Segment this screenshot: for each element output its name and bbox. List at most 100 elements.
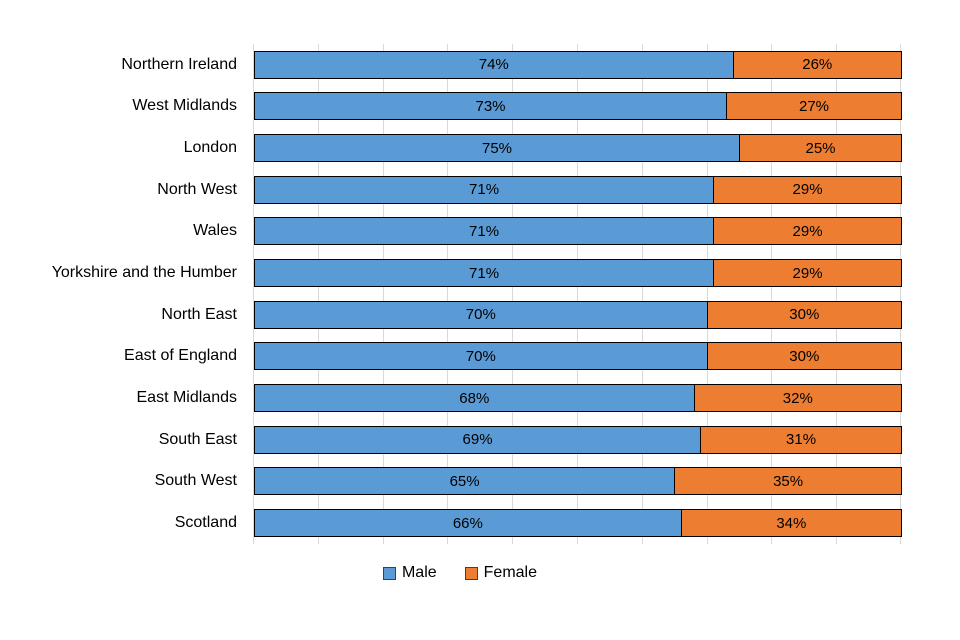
- segment-value-label: 73%: [475, 97, 506, 115]
- gridline: [900, 44, 901, 544]
- segment-value-label: 68%: [459, 389, 490, 407]
- category-label: Yorkshire and the Humber: [51, 264, 237, 282]
- chart-row: West Midlands 73% 27%: [0, 92, 960, 121]
- segment-value-label: 71%: [469, 264, 500, 282]
- gridline: [771, 44, 773, 544]
- gridline: [447, 44, 449, 544]
- bar-track: 70% 30%: [254, 342, 902, 371]
- bar-segment-male: 71%: [254, 217, 715, 246]
- legend-item-male: Male: [382, 564, 437, 581]
- segment-value-label: 25%: [805, 139, 836, 157]
- bar-track: 65% 35%: [254, 467, 902, 496]
- gridline: [512, 44, 514, 544]
- gridline: [253, 44, 254, 544]
- gridline: [317, 44, 319, 544]
- segment-value-label: 29%: [792, 181, 823, 199]
- segment-value-label: 70%: [465, 306, 496, 324]
- category-label: London: [183, 139, 237, 157]
- bar-segment-male: 71%: [254, 175, 715, 204]
- category-label: East Midlands: [136, 389, 238, 407]
- female-legend-label: Female: [483, 564, 538, 581]
- bar-track: 70% 30%: [254, 300, 902, 329]
- bar-segment-female: 29%: [714, 217, 902, 246]
- chart-row: London 75% 25%: [0, 134, 960, 163]
- bar-segment-male: 69%: [254, 425, 702, 454]
- segment-value-label: 70%: [465, 347, 496, 365]
- segment-value-label: 65%: [449, 472, 480, 490]
- chart-row: East Midlands 68% 32%: [0, 384, 960, 413]
- bar-segment-female: 32%: [694, 384, 902, 413]
- chart-row: East of England 70% 30%: [0, 342, 960, 371]
- segment-value-label: 69%: [462, 431, 493, 449]
- legend-item-female: Female: [464, 564, 538, 581]
- category-label: East of England: [124, 347, 237, 365]
- chart-row: South West 65% 35%: [0, 467, 960, 496]
- bar-track: 71% 29%: [254, 259, 902, 288]
- bar-track: 75% 25%: [254, 134, 902, 163]
- segment-value-label: 74%: [478, 56, 509, 74]
- chart-row: Yorkshire and the Humber 71% 29%: [0, 259, 960, 288]
- chart-row: South East 69% 31%: [0, 425, 960, 454]
- bar-segment-male: 74%: [254, 50, 734, 79]
- category-label: South East: [158, 430, 237, 448]
- gridline: [706, 44, 708, 544]
- chart-row: Scotland 66% 34%: [0, 509, 960, 538]
- segment-value-label: 26%: [802, 56, 833, 74]
- category-label: Scotland: [174, 514, 237, 532]
- male-legend-swatch: [382, 566, 396, 580]
- bar-track: 71% 29%: [254, 217, 902, 246]
- category-label: North West: [157, 180, 237, 198]
- segment-value-label: 30%: [789, 306, 820, 324]
- category-label: Wales: [193, 222, 237, 240]
- category-label: West Midlands: [132, 97, 237, 115]
- bar-segment-female: 34%: [681, 509, 902, 538]
- segment-value-label: 71%: [469, 222, 500, 240]
- chart-row: Wales 71% 29%: [0, 217, 960, 246]
- bar-segment-male: 68%: [254, 384, 695, 413]
- female-legend-swatch: [464, 566, 478, 580]
- category-label: Northern Ireland: [121, 55, 237, 73]
- bar-segment-male: 71%: [254, 259, 715, 288]
- bar-segment-female: 29%: [714, 259, 902, 288]
- gridline: [641, 44, 643, 544]
- bar-segment-male: 70%: [254, 300, 708, 329]
- bar-segment-male: 75%: [254, 134, 740, 163]
- segment-value-label: 75%: [481, 139, 513, 157]
- gridline: [577, 44, 578, 544]
- segment-value-label: 32%: [782, 389, 813, 407]
- bar-track: 68% 32%: [254, 384, 902, 413]
- chart-row: North West 71% 29%: [0, 175, 960, 204]
- segment-value-label: 31%: [786, 431, 817, 449]
- bar-segment-female: 30%: [707, 342, 902, 371]
- bar-segment-female: 30%: [707, 300, 902, 329]
- segment-value-label: 35%: [773, 472, 804, 490]
- bar-track: 71% 29%: [254, 175, 902, 204]
- segment-value-label: 71%: [469, 181, 500, 199]
- category-label: South West: [154, 472, 237, 490]
- segment-value-label: 66%: [452, 514, 483, 532]
- legend: Male Female: [0, 563, 920, 583]
- bar-segment-female: 25%: [740, 134, 902, 163]
- male-legend-label: Male: [401, 564, 437, 581]
- segment-value-label: 27%: [798, 97, 830, 115]
- gridline: [836, 44, 838, 544]
- bar-track: 74% 26%: [254, 50, 902, 79]
- bar-segment-male: 65%: [254, 467, 676, 496]
- chart-row: Northern Ireland 74% 26%: [0, 50, 960, 79]
- category-label: North East: [161, 305, 237, 323]
- bar-segment-female: 27%: [727, 92, 902, 121]
- bar-track: 73% 27%: [254, 92, 902, 121]
- segment-value-label: 29%: [792, 264, 823, 282]
- segment-value-label: 29%: [792, 222, 823, 240]
- bar-track: 66% 34%: [254, 509, 902, 538]
- segment-value-label: 34%: [776, 514, 807, 532]
- gridline: [382, 44, 384, 544]
- chart-row: North East 70% 30%: [0, 300, 960, 329]
- bar-segment-male: 73%: [254, 92, 728, 121]
- gridlines: [253, 44, 901, 544]
- segment-value-label: 30%: [789, 347, 820, 365]
- bar-segment-female: 26%: [733, 50, 902, 79]
- bar-segment-female: 31%: [701, 425, 902, 454]
- bar-segment-male: 66%: [254, 509, 682, 538]
